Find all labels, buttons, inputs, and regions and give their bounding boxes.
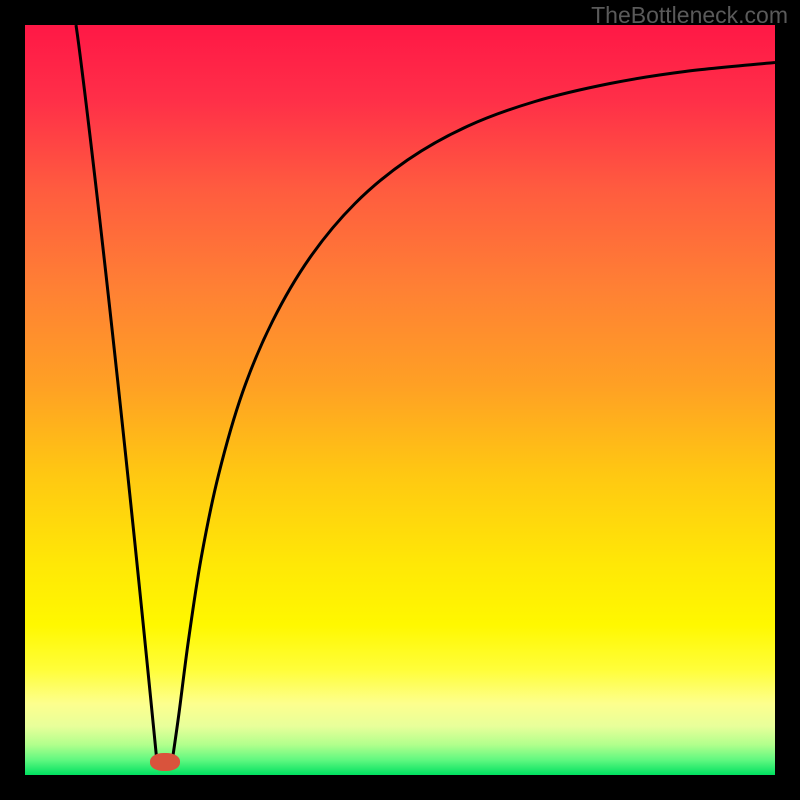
chart-container: TheBottleneck.com — [0, 0, 800, 800]
plot-area — [25, 25, 775, 775]
watermark-text: TheBottleneck.com — [591, 2, 788, 29]
gradient-background — [25, 25, 775, 775]
dip-marker — [150, 753, 180, 771]
